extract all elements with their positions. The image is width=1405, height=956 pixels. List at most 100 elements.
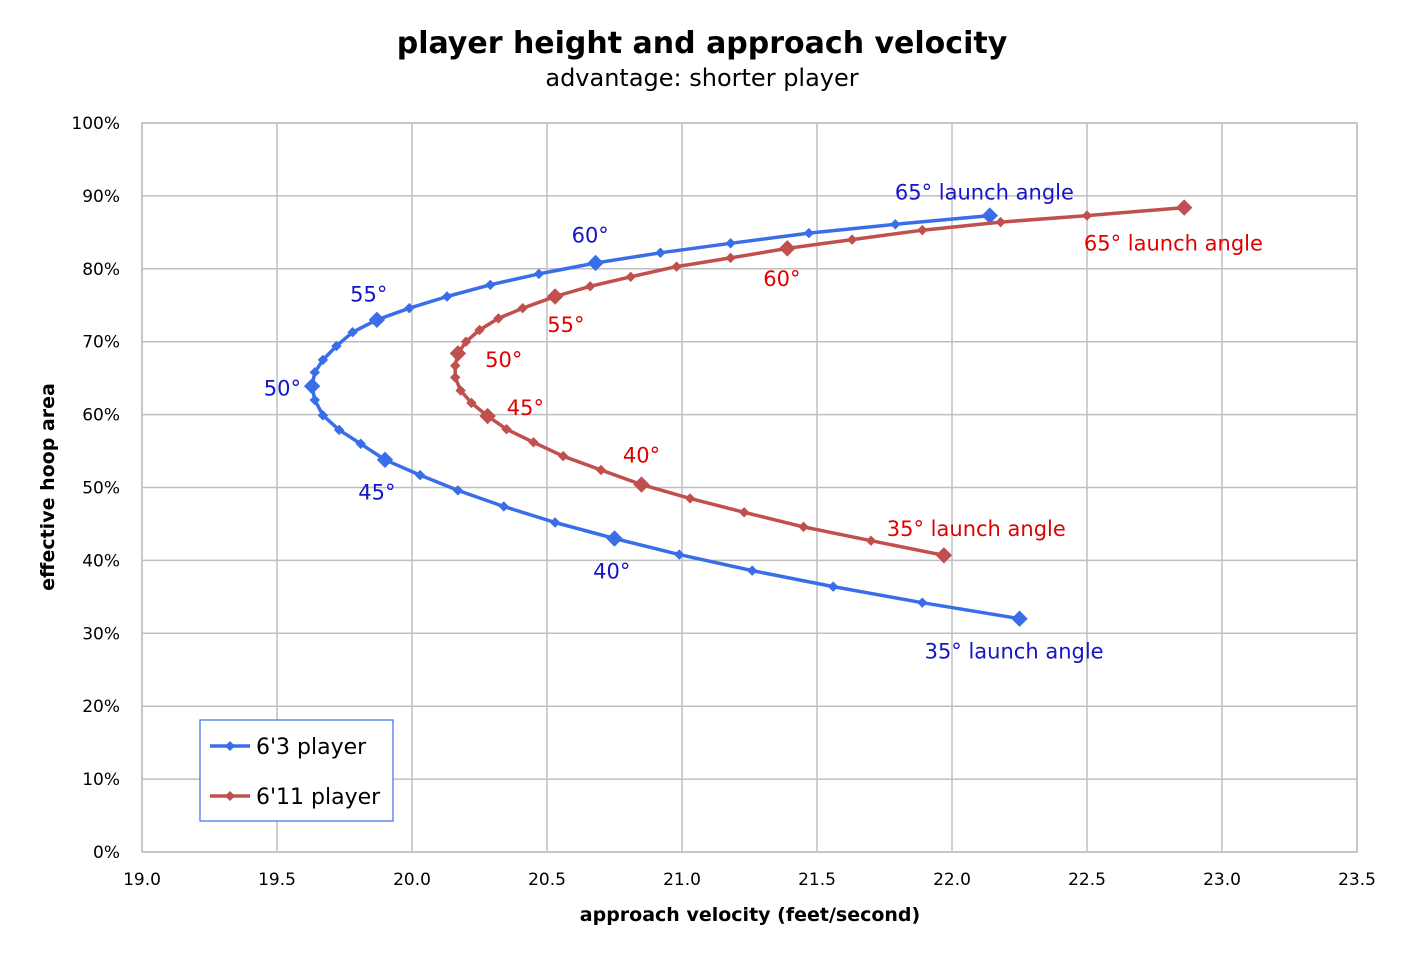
grid-lines — [141, 122, 1358, 853]
series-1 — [303, 207, 1028, 627]
legend-label-6-11: 6'11 player — [256, 785, 381, 810]
angle-annotation: 65° launch angle — [1084, 231, 1263, 255]
x-axis-ticks: 19.0 19.5 20.0 20.5 21.0 21.5 22.0 22.5 23.0 23.5 — [123, 870, 1376, 890]
x-axis-title: approach velocity (feet/second) — [580, 904, 920, 926]
major-data-point — [606, 530, 623, 547]
data-point — [404, 302, 415, 314]
angle-annotation: 45° — [358, 481, 395, 505]
y-tick-label: 20% — [82, 697, 120, 717]
data-point — [501, 423, 512, 435]
angle-annotation: 55° — [547, 313, 584, 337]
data-point — [549, 517, 561, 528]
legend-marker-6-3 — [225, 741, 235, 751]
angle-annotation: 60° — [763, 267, 800, 291]
major-data-point — [587, 254, 604, 272]
data-point — [595, 464, 607, 476]
angle-annotation: 35° launch angle — [925, 640, 1104, 664]
legend: 6'3 player 6'11 player — [199, 719, 394, 822]
major-data-point — [633, 476, 650, 493]
major-data-point — [1175, 199, 1193, 216]
angle-annotation: 45° — [507, 396, 544, 420]
major-data-point — [1011, 610, 1028, 627]
data-point — [460, 336, 472, 347]
data-point — [738, 507, 750, 518]
major-data-point — [935, 547, 953, 564]
data-point — [309, 394, 321, 406]
x-tick-label: 23.0 — [1203, 870, 1241, 890]
data-point — [493, 313, 504, 324]
angle-annotation: 55° — [350, 282, 387, 306]
angle-annotation: 50° — [485, 348, 522, 372]
x-tick-label: 20.5 — [528, 870, 566, 890]
data-point — [455, 385, 466, 396]
x-tick-label: 22.5 — [1068, 870, 1106, 890]
major-data-point — [376, 451, 394, 469]
data-point — [441, 291, 453, 302]
y-tick-label: 90% — [82, 187, 120, 207]
data-point — [671, 261, 682, 272]
y-tick-label: 10% — [82, 770, 120, 790]
legend-marker-6-11 — [225, 791, 235, 801]
data-point — [485, 279, 496, 291]
major-data-point — [303, 377, 321, 395]
data-point — [917, 224, 928, 236]
y-tick-label: 100% — [71, 114, 120, 134]
data-point — [995, 216, 1006, 228]
data-point — [725, 238, 736, 249]
data-point — [798, 521, 809, 533]
data-point — [674, 549, 685, 560]
x-tick-label: 23.5 — [1338, 870, 1376, 890]
data-point — [584, 281, 596, 292]
data-point — [655, 247, 666, 258]
chart-subtitle: advantage: shorter player — [545, 64, 858, 92]
data-point — [803, 227, 815, 239]
angle-annotation: 40° — [623, 443, 660, 467]
angle-annotation: 35° launch angle — [887, 517, 1066, 541]
major-data-point — [479, 407, 496, 425]
legend-label-6-3: 6'3 player — [256, 735, 367, 760]
data-point — [449, 360, 461, 371]
data-point — [498, 501, 510, 512]
data-point — [333, 424, 345, 436]
data-point — [309, 367, 321, 378]
y-tick-label: 0% — [93, 843, 120, 863]
data-point — [466, 397, 477, 409]
data-point — [347, 327, 358, 338]
data-point — [317, 410, 329, 421]
data-point — [528, 437, 539, 448]
data-point — [452, 485, 464, 496]
angle-annotation: 65° launch angle — [895, 180, 1074, 204]
y-axis-ticks: 0% 10% 20% 30% 40% 50% 60% 70% 80% 90% 100% — [71, 114, 120, 863]
data-point — [449, 372, 461, 383]
y-tick-label: 50% — [82, 479, 120, 499]
legend-box — [199, 719, 394, 822]
chart-title: player height and approach velocity — [397, 26, 1008, 61]
data-point — [725, 252, 736, 264]
data-point — [474, 324, 485, 336]
y-tick-label: 70% — [82, 333, 120, 353]
data-point — [890, 219, 901, 230]
y-tick-label: 60% — [82, 406, 120, 426]
x-tick-label: 21.5 — [798, 870, 836, 890]
data-point — [355, 438, 366, 449]
angle-annotation: 50° — [264, 376, 301, 400]
x-tick-label: 21.0 — [663, 870, 701, 890]
data-point — [517, 302, 528, 314]
major-data-point — [449, 345, 467, 362]
data-point — [917, 597, 928, 608]
y-tick-label: 40% — [82, 551, 120, 571]
data-point — [557, 450, 569, 462]
data-point — [331, 340, 342, 352]
y-tick-label: 30% — [82, 624, 120, 644]
data-point — [827, 581, 839, 592]
x-tick-label: 19.5 — [258, 870, 296, 890]
data-point — [846, 234, 858, 245]
angle-annotation: 40° — [593, 559, 630, 583]
major-data-point — [368, 311, 386, 329]
data-point — [317, 354, 329, 366]
major-data-point — [779, 240, 796, 257]
series-layer — [303, 199, 1193, 627]
y-axis-title: effective hoop area — [37, 383, 59, 591]
data-point — [414, 469, 426, 481]
